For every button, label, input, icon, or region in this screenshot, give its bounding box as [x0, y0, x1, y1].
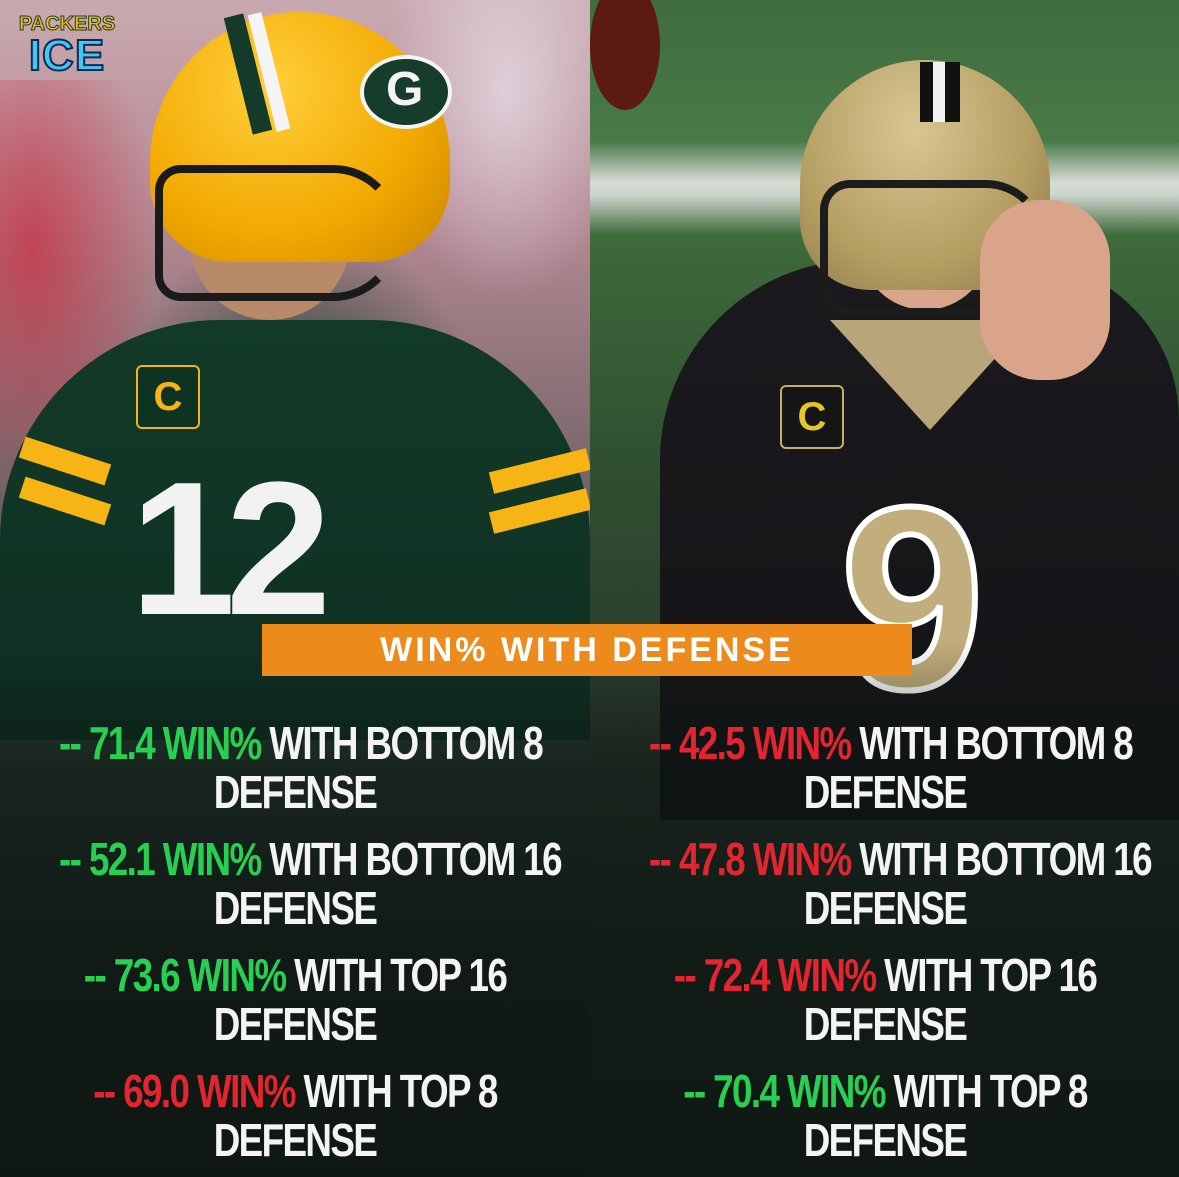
player-hand [980, 200, 1110, 380]
stat-label: WITH BOTTOM 8 [260, 717, 544, 769]
stat-label: WITH TOP 8 [294, 1065, 499, 1117]
stat-item: -- 52.1 WIN% WITH BOTTOM 16 DEFENSE [0, 834, 590, 932]
right-stats-column: -- 42.5 WIN% WITH BOTTOM 8 DEFENSE -- 47… [590, 718, 1179, 1177]
football [590, 0, 660, 110]
stat-item: -- 69.0 WIN% WITH TOP 8 DEFENSE [0, 1066, 590, 1164]
headline-text: WIN% WITH DEFENSE [380, 630, 794, 669]
stat-label: WITH BOTTOM 16 [260, 833, 562, 885]
stat-label: WITH TOP 8 [884, 1065, 1089, 1117]
stat-label: WITH BOTTOM 8 [850, 717, 1134, 769]
stat-label: DEFENSE [803, 1114, 968, 1166]
captain-patch: C [136, 365, 200, 429]
stat-value: 47.8 WIN% [678, 833, 852, 885]
stat-label: DEFENSE [803, 766, 968, 818]
stat-label: WITH TOP 16 [875, 949, 1098, 1001]
stat-value: -- [683, 1065, 714, 1117]
stat-value: -- [649, 833, 679, 885]
g-logo-letter: G [386, 63, 424, 116]
left-stats-column: -- 71.4 WIN% WITH BOTTOM 8 DEFENSE -- 52… [0, 718, 590, 1177]
helmet-stripe [933, 62, 945, 122]
stat-value: -- [59, 717, 89, 769]
stat-label: WITH BOTTOM 16 [850, 833, 1152, 885]
face-mask [820, 180, 1046, 316]
stat-label: DEFENSE [213, 766, 378, 818]
stat-label: DEFENSE [803, 882, 968, 934]
stat-value: -- [649, 717, 679, 769]
logo-bottom-text: ICE [28, 31, 106, 80]
stat-label: DEFENSE [213, 998, 378, 1050]
stat-value: -- [93, 1065, 124, 1117]
stat-item: -- 70.4 WIN% WITH TOP 8 DEFENSE [590, 1066, 1179, 1164]
stat-value: 73.6 WIN% [113, 949, 287, 1001]
stat-label: DEFENSE [803, 998, 968, 1050]
stat-label: DEFENSE [213, 1114, 378, 1166]
stat-item: -- 72.4 WIN% WITH TOP 16 DEFENSE [590, 950, 1179, 1048]
stat-value: 42.5 WIN% [678, 717, 852, 769]
stat-item: -- 47.8 WIN% WITH BOTTOM 16 DEFENSE [590, 834, 1179, 932]
logo-top-text: PACKERS [18, 13, 116, 35]
g-logo-icon [360, 55, 452, 129]
stat-value: 69.0 WIN% [123, 1065, 296, 1117]
stat-value: 70.4 WIN% [713, 1065, 886, 1117]
stat-value: -- [59, 833, 89, 885]
left-jersey-number: 12 [130, 443, 331, 655]
stat-item: -- 71.4 WIN% WITH BOTTOM 8 DEFENSE [0, 718, 590, 816]
headline-banner: WIN% WITH DEFENSE [262, 624, 912, 676]
stat-item: -- 73.6 WIN% WITH TOP 16 DEFENSE [0, 950, 590, 1048]
stat-value: -- [673, 949, 704, 1001]
text-backdrop-gradient [0, 640, 1179, 1177]
stat-value: 71.4 WIN% [88, 717, 262, 769]
stat-item: -- 42.5 WIN% WITH BOTTOM 8 DEFENSE [590, 718, 1179, 816]
packers-ice-logo: PACKERS ICE [18, 13, 116, 80]
stat-value: -- [83, 949, 114, 1001]
stat-value: 52.1 WIN% [88, 833, 262, 885]
stat-value: 72.4 WIN% [703, 949, 877, 1001]
stat-label: DEFENSE [213, 882, 378, 934]
captain-patch: C [780, 385, 844, 449]
face-mask [155, 165, 401, 301]
stat-label: WITH TOP 16 [285, 949, 508, 1001]
